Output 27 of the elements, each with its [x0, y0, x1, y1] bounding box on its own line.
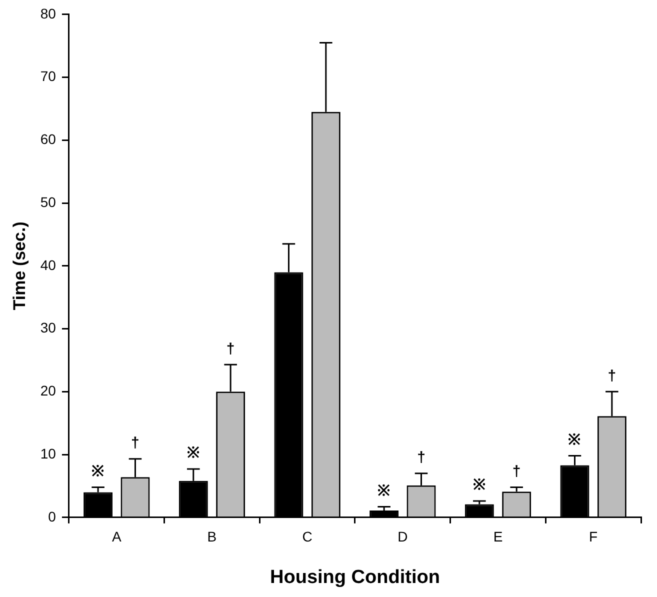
y-tick-label: 50: [40, 194, 56, 210]
y-tick-label: 20: [40, 382, 56, 399]
x-tick-label: E: [493, 528, 503, 545]
y-tick-label: 40: [40, 256, 56, 273]
annotation: ※: [378, 482, 391, 500]
annotation: †: [131, 434, 140, 452]
y-tick-label: 30: [40, 320, 56, 336]
y-tick-label: 10: [40, 445, 56, 462]
y-tick-label: 80: [40, 5, 56, 22]
annotation: †: [417, 449, 426, 466]
x-tick-label: A: [112, 528, 122, 545]
y-tick-label: 0: [48, 508, 56, 524]
x-tick-label: B: [207, 528, 217, 545]
annotation: ※: [186, 444, 200, 462]
annotation: ※: [472, 476, 486, 494]
x-axis-title: Housing Condition: [270, 566, 440, 588]
x-tick-label: D: [398, 528, 408, 545]
y-tick-label: 70: [40, 68, 56, 84]
annotation: ※: [568, 431, 582, 448]
y-tick-label: 60: [40, 131, 56, 148]
annotation: †: [608, 367, 616, 384]
x-tick-label: C: [302, 528, 312, 545]
annotation: †: [226, 340, 235, 358]
annotation: ※: [92, 462, 105, 480]
y-axis-title: Time (sec.): [10, 222, 29, 310]
x-tick-label: F: [589, 528, 598, 545]
annotation: †: [512, 462, 521, 480]
